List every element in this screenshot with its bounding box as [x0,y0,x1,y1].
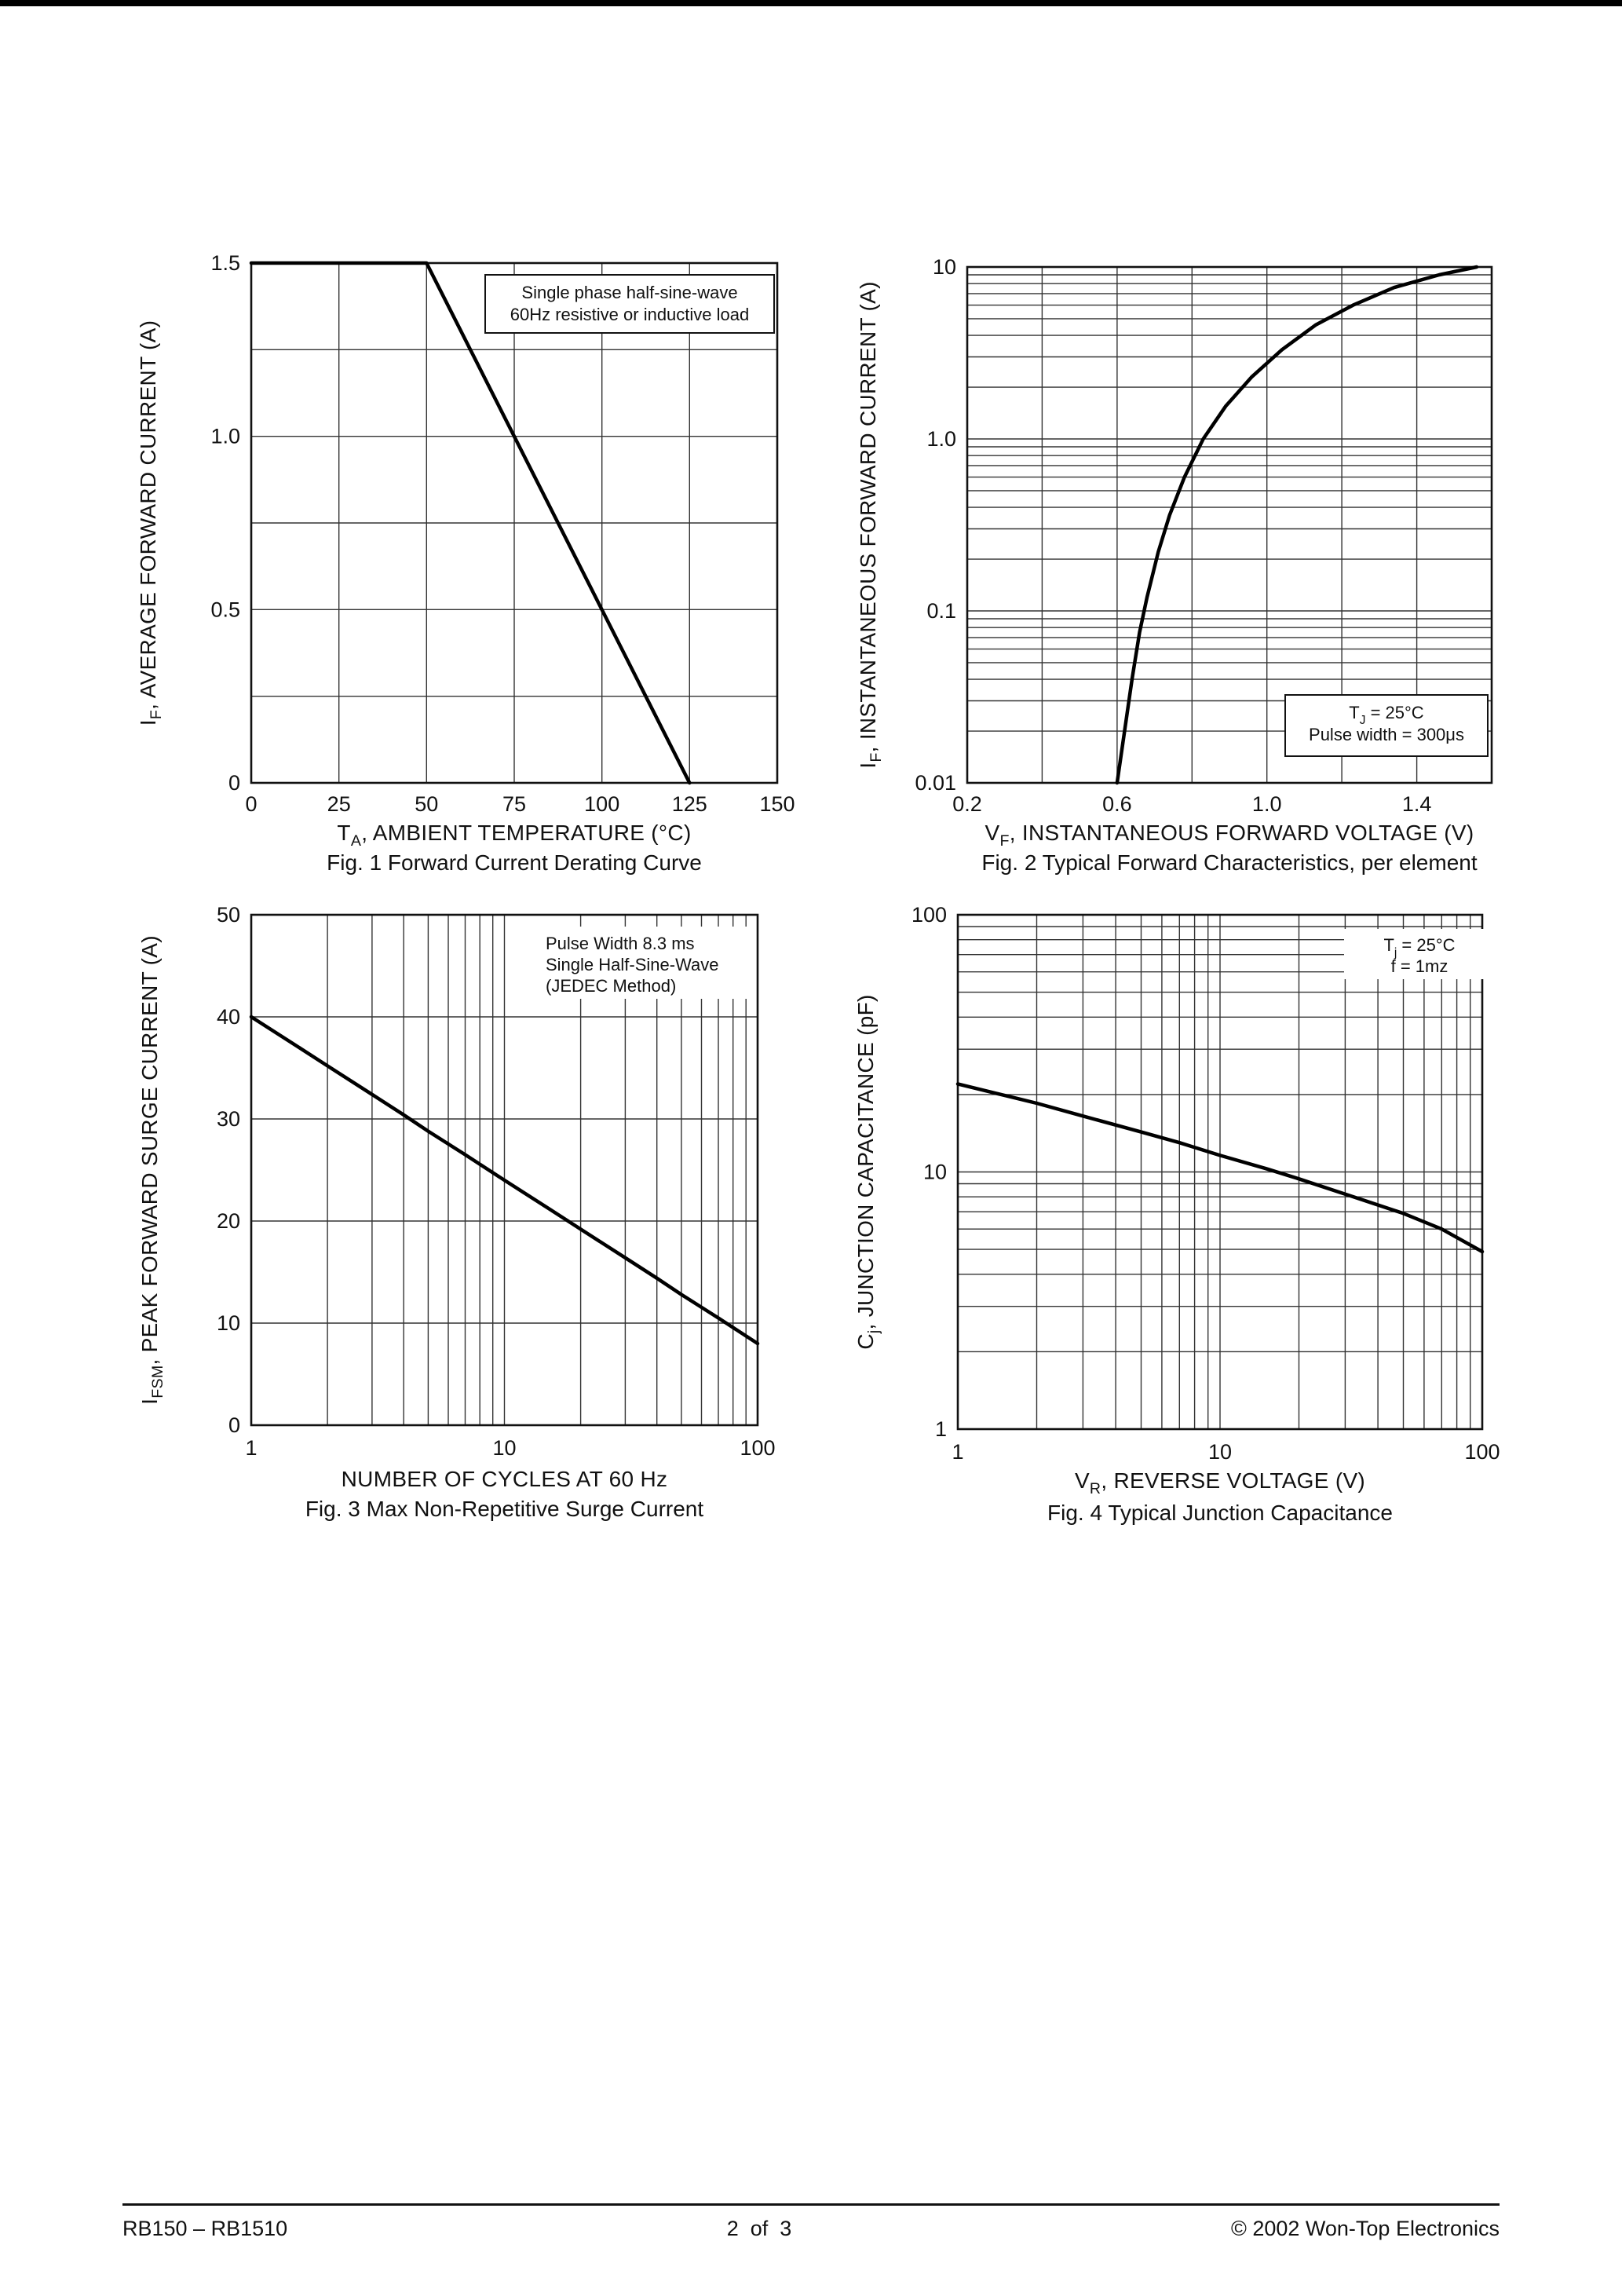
page-footer: RB150 – RB1510 2 of 3 © 2002 Won-Top Ele… [122,2203,1500,2241]
y-tick-label: 1.0 [210,425,240,448]
y-tick-label: 0.01 [915,771,956,795]
page-top-border [0,0,1622,6]
annotation-text: Single Half-Sine-Wave [546,955,719,974]
data-curve [249,1015,760,1346]
fig4-chart-canvas: Tj = 25°Cf = 1mz 1 10 100 1 10 100 Cj, JUNCTION… [853,903,1500,1525]
x-tick-label: 1 [245,1436,257,1460]
y-axis-label: Cj, JUNCTION CAPACITANCE (pF) [853,994,882,1349]
annotation-text: 60Hz resistive or inductive load [510,305,749,324]
y-tick-label: 1.5 [210,251,240,275]
y-tick-label: 1 [935,1417,947,1441]
y-tick-label: 1.0 [926,427,956,451]
x-tick-label: 1 [952,1440,963,1464]
plot-frame [956,913,1484,1431]
footer-page-number: 2 of 3 [726,2217,792,2240]
y-tick-label: 40 [217,1005,240,1029]
annotation-box [484,274,775,334]
annotation-text: Single phase half-sine-wave [521,283,737,302]
x-axis-label: VF, INSTANTANEOUS FORWARD VOLTAGE (V) [985,821,1474,850]
annotation-text: f = 1mz [1391,956,1448,976]
x-tick-label: 100 [584,792,619,816]
x-tick-label: 50 [415,792,438,816]
figure-4-junction-capacitance: Tj = 25°C f = 1mz 1 10 100 1 10 100 Cj, JUNCTION… [832,883,1539,1535]
plot-frame [250,913,759,1427]
x-tick-label: 0.6 [1102,792,1132,816]
figure-1-forward-current-derating: Single phase half-sine-wave 60Hz resistiv… [110,232,816,883]
y-tick-label: 50 [217,903,240,927]
y-tick-label: 0.1 [926,599,956,623]
y-tick-label: 0 [228,771,240,795]
figure-3-surge-current: Pulse Width 8.3 ms Single Half-Sine-Wave (… [110,883,816,1535]
figure-caption: Fig. 3 Max Non-Repetitive Surge Current [305,1497,704,1521]
x-tick-label: 0.2 [952,792,982,816]
annotation-text: Tj = 25°C [1383,935,1455,960]
x-tick-label: 125 [672,792,707,816]
y-tick-label: 10 [217,1311,240,1335]
footer-row: RB150 – RB1510 2 of 3 © 2002 Won-Top Ele… [122,2217,1500,2241]
figure-2-forward-characteristics: TJ = 25°C Pulse width = 300μs 0.2 0.6 1.0 1.4… [832,232,1539,883]
x-axis-label: TA, AMBIENT TEMPERATURE (°C) [337,821,691,850]
data-curve [1115,265,1479,785]
fig1-chart-canvas: Single phase half-sine-wave 60Hz resistiv… [136,251,795,875]
annotation-text: Pulse Width 8.3 ms [546,934,695,953]
footer-copyright: © 2002 Won-Top Electronics [1230,2217,1500,2240]
annotation-text: Pulse width = 300μs [1309,725,1464,744]
x-tick-label: 100 [740,1436,775,1460]
data-curve [249,261,692,785]
annotation-text: TJ = 25°C [1349,703,1423,727]
figure-caption: Fig. 2 Typical Forward Characteristics, … [981,850,1477,875]
y-tick-label: 0 [228,1413,240,1437]
fig3-chart-canvas: Pulse Width 8.3 ms Single Half-Sine-Wave (… [137,903,776,1521]
figure-caption: Fig. 1 Forward Current Derating Curve [327,850,702,875]
y-tick-label: 10 [923,1161,947,1184]
x-tick-label: 100 [1464,1440,1500,1464]
y-axis-label: IFSM, PEAK FORWARD SURGE CURRENT (A) [137,935,166,1405]
y-axis-label: IF, AVERAGE FORWARD CURRENT (A) [136,320,165,726]
footer-part-number: RB150 – RB1510 [122,2217,288,2240]
x-tick-label: 150 [759,792,795,816]
annotation-box [536,927,747,999]
y-tick-label: 10 [933,255,956,279]
annotation-text: (JEDEC Method) [546,976,676,996]
y-tick-label: 100 [911,903,947,927]
y-axis-label: IF, INSTANTANEOUS FORWARD CURRENT (A) [856,281,885,768]
y-tick-label: 30 [217,1107,240,1131]
x-tick-label: 1.0 [1252,792,1282,816]
y-tick-label: 0.5 [210,598,240,621]
y-tick-label: 20 [217,1209,240,1233]
x-axis-label: NUMBER OF CYCLES AT 60 Hz [342,1467,668,1491]
footer-divider [122,2203,1500,2206]
plot-frame [966,265,1493,784]
x-tick-label: 10 [1208,1440,1232,1464]
x-tick-label: 1.4 [1402,792,1432,816]
figure-caption: Fig. 4 Typical Junction Capacitance [1047,1501,1393,1525]
x-axis-label: VR, REVERSE VOLTAGE (V) [1075,1468,1365,1497]
x-tick-label: 10 [492,1436,516,1460]
x-tick-label: 25 [327,792,351,816]
plot-frame [250,261,779,784]
annotation-box [1284,694,1489,757]
data-curve [955,1082,1485,1254]
x-tick-label: 0 [245,792,257,816]
annotation-box [1344,929,1495,979]
x-tick-label: 75 [502,792,526,816]
